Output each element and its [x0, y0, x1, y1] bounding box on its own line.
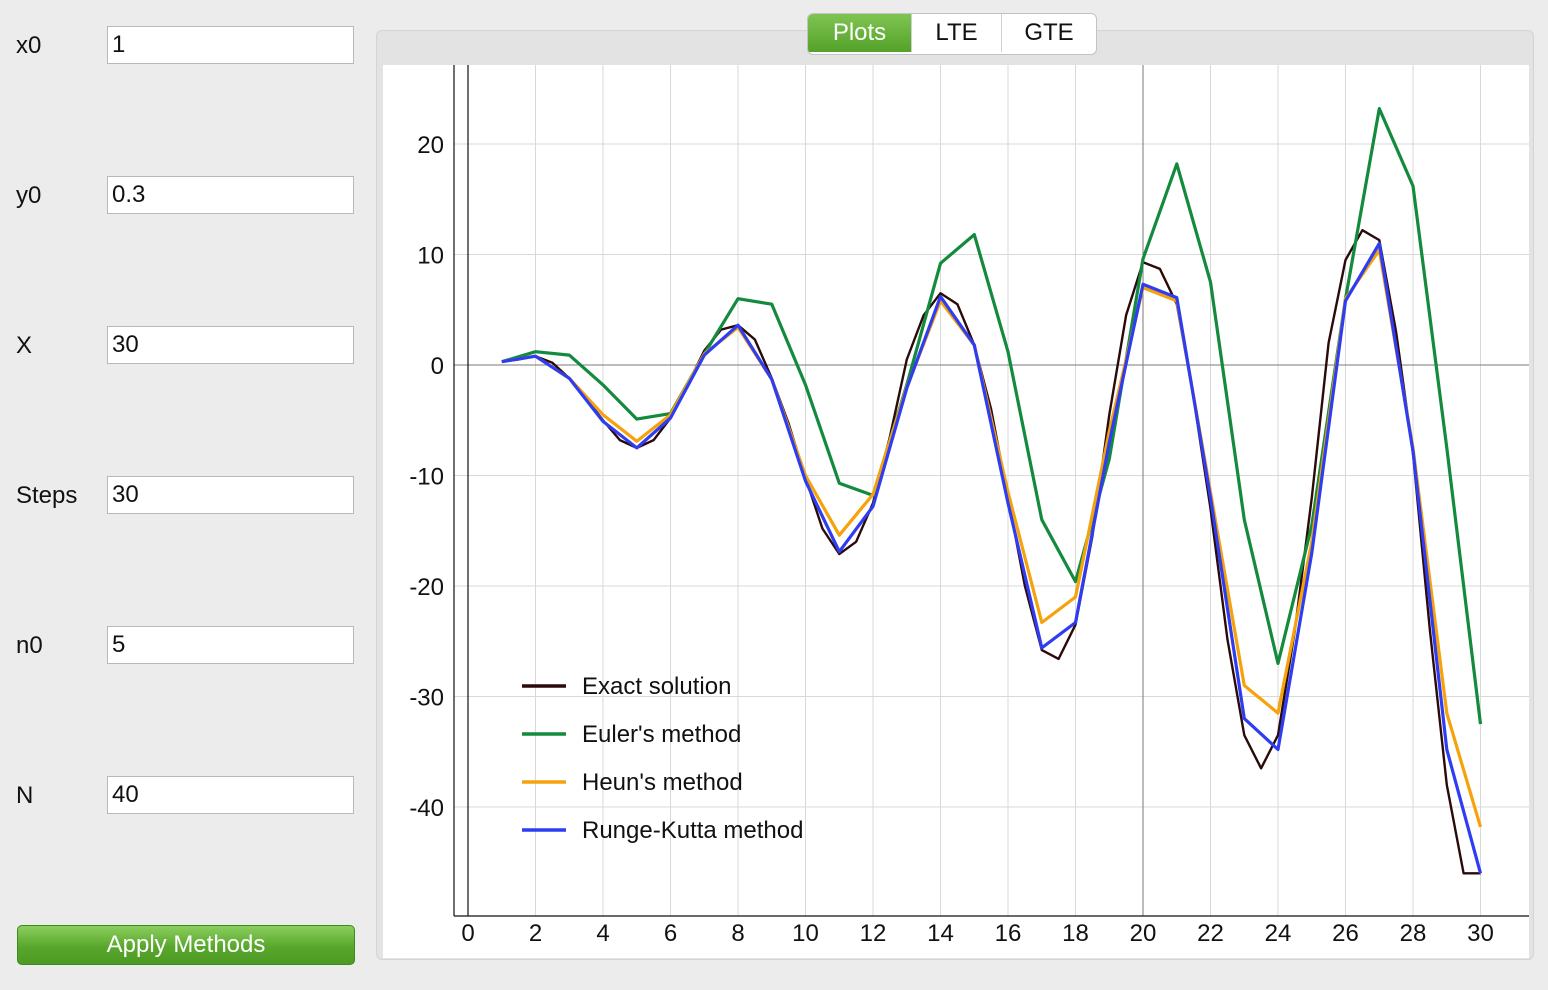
chart-svg: 0 2 4 6 8 10 12 14 16 18 20 22 24 26 28 3020100-10-20-3…	[409, 65, 1529, 947]
legend-label-runge-kutta-method: Runge-Kutta method	[582, 817, 803, 844]
euler-s-method-line	[501, 106, 1483, 725]
runge-kutta-method-line	[501, 241, 1483, 874]
x-tick-label: 14	[927, 920, 954, 947]
x-tick-label: 20	[1130, 920, 1157, 947]
steps-row: Steps	[0, 476, 360, 516]
y0-input[interactable]	[107, 176, 354, 214]
y-tick-label: -40	[409, 795, 444, 822]
x-tick-label: 16	[995, 920, 1022, 947]
x-tick-label: 12	[860, 920, 887, 947]
x-tick-label: 26	[1332, 920, 1359, 947]
x-end-input[interactable]	[107, 326, 354, 364]
x-end-row: X	[0, 326, 360, 366]
y-tick-label: 20	[417, 132, 444, 159]
y-tick-label: -10	[409, 464, 444, 491]
y-tick-label: -30	[409, 685, 444, 712]
n0-input[interactable]	[107, 626, 354, 664]
x-tick-label: 6	[664, 920, 677, 947]
x-end-label: X	[16, 332, 33, 359]
n0-label: n0	[16, 632, 43, 659]
y0-row: y0	[0, 176, 360, 216]
legend-label-euler-s-method: Euler's method	[582, 721, 741, 748]
y-tick-label: 0	[431, 353, 444, 380]
tab-plots[interactable]: Plots	[808, 14, 912, 52]
exact-solution-line	[501, 228, 1481, 875]
apply-methods-button[interactable]: Apply Methods	[17, 925, 355, 965]
x-tick-label: 18	[1062, 920, 1089, 947]
n-input[interactable]	[107, 776, 354, 814]
x-tick-label: 4	[596, 920, 609, 947]
n-label: N	[16, 782, 34, 809]
n-row: N	[0, 776, 360, 816]
x-tick-label: 28	[1400, 920, 1427, 947]
x0-label: x0	[16, 32, 42, 59]
tab-bar: Plots LTE GTE	[807, 13, 1097, 55]
x0-row: x0	[0, 26, 360, 66]
legend-label-exact-solution: Exact solution	[582, 673, 731, 700]
x-tick-label: 0	[461, 920, 474, 947]
x-tick-label: 30	[1467, 920, 1494, 947]
x-tick-label: 10	[792, 920, 819, 947]
x0-input[interactable]	[107, 26, 354, 64]
steps-input[interactable]	[107, 476, 354, 514]
plot-area: 0 2 4 6 8 10 12 14 16 18 20 22 24 26 28 30 20 10 0 -10 -20 -3…	[383, 65, 1529, 958]
tab-lte[interactable]: LTE	[912, 14, 1002, 52]
y-tick-label: -20	[409, 574, 444, 601]
legend-label-heun-s-method: Heun's method	[582, 769, 743, 796]
x-tick-label: 22	[1197, 920, 1224, 947]
x-tick-label: 2	[529, 920, 542, 947]
steps-label: Steps	[16, 482, 78, 509]
n0-row: n0	[0, 626, 360, 666]
x-tick-label: 24	[1265, 920, 1292, 947]
y0-label: y0	[16, 182, 42, 209]
x-tick-label: 8	[731, 920, 744, 947]
y-tick-label: 10	[417, 243, 444, 270]
tab-gte[interactable]: GTE	[1024, 19, 1074, 46]
